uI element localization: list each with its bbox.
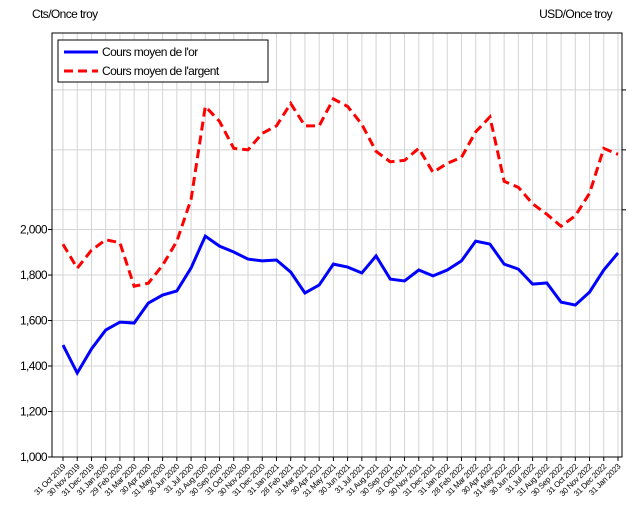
series-line bbox=[61, 233, 620, 377]
y-tick-label: 1,200 bbox=[20, 405, 48, 419]
y2-axis-label: USD/Once troy bbox=[539, 7, 612, 21]
legend: Cours moyen de l'or Cours moyen de l'arge… bbox=[57, 39, 269, 83]
y-tick-label: 1,000 bbox=[20, 450, 48, 464]
legend-label: Cours moyen de l'or bbox=[102, 45, 198, 59]
y-tick-label: 2,000 bbox=[20, 223, 48, 237]
series-line bbox=[61, 96, 619, 288]
y-tick-label: 1,600 bbox=[20, 314, 48, 328]
y-tick-label: 1,400 bbox=[20, 359, 48, 373]
y-tick-label: 1,800 bbox=[20, 268, 48, 282]
legend-label: Cours moyen de l'argent bbox=[102, 64, 220, 78]
y-axis-label: Cts/Once troy bbox=[32, 7, 98, 21]
legend-box bbox=[57, 39, 269, 83]
plot-frame bbox=[51, 32, 623, 458]
